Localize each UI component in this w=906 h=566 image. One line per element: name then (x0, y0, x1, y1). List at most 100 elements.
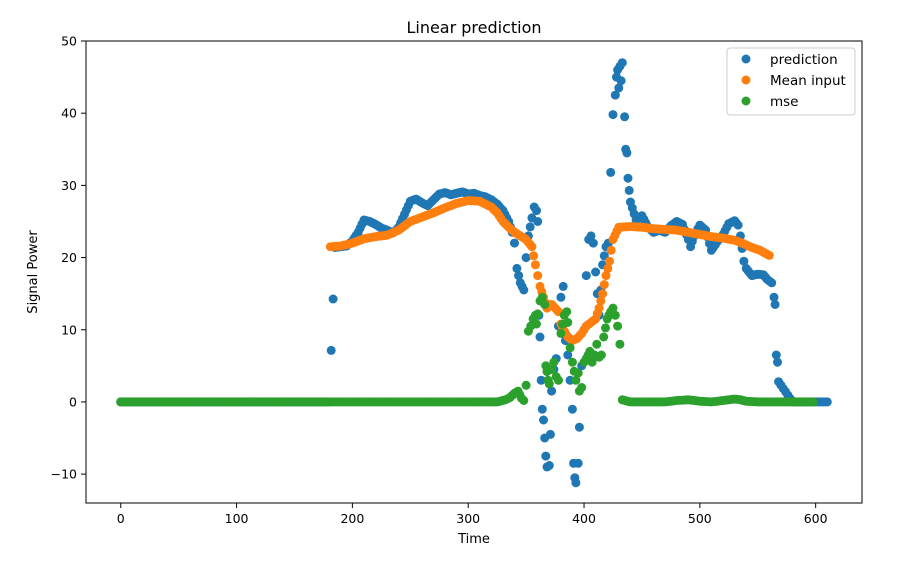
legend-marker-prediction (741, 54, 751, 64)
point-mse-190 (544, 379, 554, 389)
legend-label-mean-input: Mean input (770, 73, 846, 89)
point-prediction-204 (541, 451, 551, 461)
point-mean-input-124 (594, 303, 604, 313)
y-tick-label-10: 10 (61, 322, 77, 337)
point-mse-206 (577, 383, 587, 392)
point-mse-203 (571, 375, 581, 385)
point-prediction-207 (545, 429, 555, 439)
point-prediction-239 (610, 90, 620, 100)
point-prediction-351 (822, 397, 832, 407)
point-prediction-215 (563, 350, 573, 360)
point-prediction-237 (606, 167, 616, 177)
y-tick-label-20: 20 (61, 250, 77, 265)
point-prediction-249 (623, 173, 633, 183)
point-prediction-201 (537, 404, 547, 414)
y-tick-label-40: 40 (61, 106, 77, 121)
point-prediction-246 (620, 112, 630, 122)
plot-frame (85, 40, 863, 504)
point-prediction-326 (770, 300, 780, 309)
point-mean-input-92 (529, 251, 539, 261)
point-mse-201 (567, 357, 577, 367)
point-prediction-200 (536, 375, 546, 385)
point-mse-221 (608, 303, 618, 313)
point-mean-input-91 (527, 242, 537, 252)
point-prediction-328 (773, 357, 782, 367)
point-prediction-92 (328, 294, 338, 304)
point-prediction-187 (514, 271, 524, 281)
point-prediction-196 (532, 206, 541, 216)
point-mse-182 (532, 319, 541, 329)
point-prediction-199 (535, 332, 545, 342)
point-mean-input-127 (599, 280, 609, 290)
point-prediction-217 (567, 404, 577, 414)
point-mean-input-201 (764, 250, 774, 260)
point-mean-input-94 (533, 271, 543, 281)
x-axis: 0 100 200 300 400 500 600 (117, 503, 828, 526)
point-prediction-212 (556, 292, 566, 302)
point-mean-input-128 (601, 271, 611, 281)
x-tick-label-600: 600 (804, 511, 828, 526)
point-mean-input-93 (530, 260, 540, 270)
point-mse-198 (562, 307, 572, 317)
point-mse-194 (554, 375, 563, 385)
x-tick-label-200: 200 (340, 511, 364, 526)
point-prediction-238 (608, 110, 618, 120)
legend-box (726, 47, 856, 116)
series-mse (116, 292, 818, 407)
point-mse-204 (573, 368, 583, 378)
y-tick-label-0: 0 (69, 394, 77, 409)
point-mean-input-130 (605, 256, 614, 266)
point-mse-223 (613, 321, 623, 331)
y-axis: −10 0 10 20 30 40 50 (51, 34, 86, 482)
y-tick-label--10: −10 (51, 467, 77, 482)
point-mse-192 (549, 357, 559, 367)
chart-title: Linear prediction (406, 18, 541, 37)
legend-marker-mean-input (741, 75, 751, 85)
point-prediction-244 (616, 76, 626, 86)
data-marks (116, 58, 832, 488)
point-mse-217 (601, 323, 610, 333)
point-prediction-310 (739, 256, 749, 266)
point-mse-185 (537, 292, 547, 302)
point-prediction-324 (767, 278, 777, 288)
point-prediction-227 (586, 231, 596, 241)
x-tick-label-400: 400 (572, 511, 596, 526)
point-prediction-213 (558, 281, 568, 291)
y-tick-label-30: 30 (61, 178, 77, 193)
point-mse-195 (556, 328, 566, 338)
point-prediction-193 (525, 222, 535, 232)
point-mean-input-126 (598, 289, 608, 299)
series-mean-input (325, 196, 774, 346)
point-mse-186 (540, 300, 550, 309)
x-axis-label: Time (457, 532, 490, 547)
point-mse-177 (521, 380, 531, 390)
x-tick-label-300: 300 (456, 511, 480, 526)
point-prediction-190 (519, 285, 529, 295)
y-tick-label-50: 50 (61, 34, 77, 49)
point-prediction-327 (771, 350, 781, 360)
point-prediction-325 (769, 292, 779, 302)
legend-marker-mse (741, 96, 751, 106)
point-mse-199 (563, 318, 573, 327)
point-mean-input-125 (596, 296, 606, 306)
point-prediction-248 (622, 148, 632, 158)
point-mse-191 (547, 365, 557, 374)
point-prediction-197 (533, 217, 543, 226)
point-prediction-220 (571, 478, 581, 488)
plot-area (86, 41, 862, 503)
point-mean-input-129 (603, 263, 613, 273)
point-prediction-202 (539, 415, 548, 425)
point-mse-215 (596, 350, 606, 360)
point-prediction-242 (614, 83, 624, 93)
x-tick-label-500: 500 (688, 511, 712, 526)
x-tick-label-0: 0 (117, 511, 125, 526)
point-mse-176 (519, 396, 529, 405)
legend: prediction Mean input mse (726, 47, 856, 116)
point-prediction-228 (588, 238, 598, 248)
point-prediction-206 (544, 461, 554, 470)
point-prediction-186 (512, 263, 522, 273)
point-mean-input-131 (606, 245, 616, 255)
point-mse-222 (610, 310, 620, 320)
point-prediction-222 (574, 422, 584, 432)
